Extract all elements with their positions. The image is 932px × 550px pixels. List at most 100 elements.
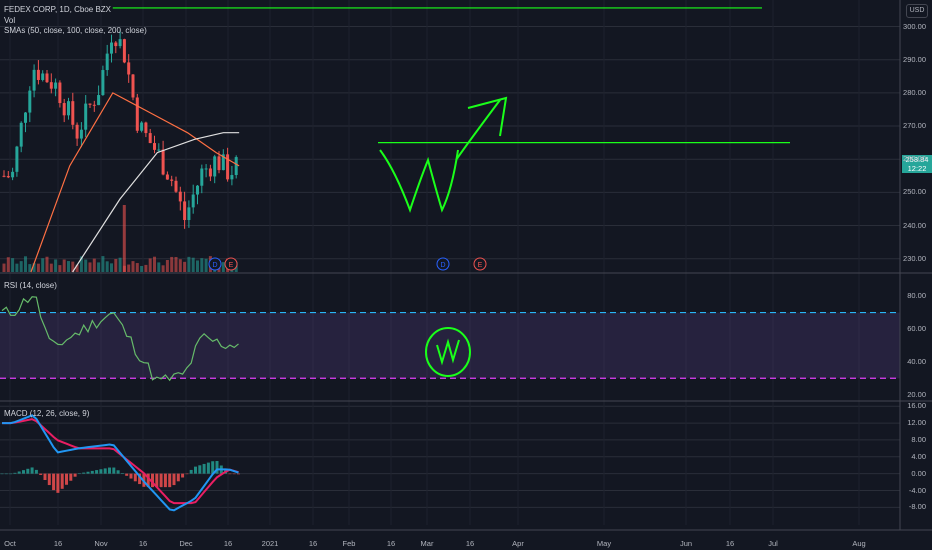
volume-bar: [32, 263, 36, 272]
macd-histogram-bar: [176, 473, 180, 482]
event-marker: D: [436, 257, 450, 271]
date-tick-label: Feb: [342, 539, 356, 548]
event-marker-label: D: [212, 262, 217, 269]
volume-bar: [62, 259, 66, 272]
candle-body: [157, 149, 161, 151]
macd-histogram-bar: [13, 472, 17, 474]
volume-bar: [178, 259, 182, 272]
last-price-tag: 258.84 12:22: [902, 155, 932, 173]
macd-histogram-bar: [116, 470, 120, 474]
volume-bar: [101, 256, 105, 272]
sma-label[interactable]: SMAs (50, close, 100, close, 200, close): [4, 26, 147, 35]
volume-bar: [140, 265, 144, 272]
candle-body: [170, 179, 174, 181]
price-tick-label: 230.00: [903, 253, 926, 263]
date-tick-label: Mar: [420, 539, 434, 548]
panel-dividers: [0, 0, 932, 531]
price-tick-label: 280.00: [903, 87, 926, 97]
candle-body: [187, 207, 191, 221]
date-tick-label: 16: [138, 539, 148, 548]
candle-body: [2, 175, 6, 177]
macd-histogram-bar: [202, 463, 206, 474]
macd-tick-label: 0.00: [911, 468, 926, 478]
macd-tick-label: 4.00: [911, 451, 926, 461]
candle-body: [32, 69, 36, 91]
sma50-line: [30, 92, 240, 273]
candle-body: [208, 168, 212, 177]
macd-histogram-bar: [215, 461, 219, 474]
volume-bar: [183, 261, 187, 272]
macd-histogram-bar: [103, 468, 107, 474]
event-marker-circle: [436, 257, 450, 271]
candle-body: [15, 146, 19, 172]
volume-bar: [148, 258, 152, 272]
candle-body: [36, 69, 40, 80]
volume-bar: [79, 256, 83, 272]
volume-bar: [71, 261, 75, 272]
macd-histogram-bar: [168, 473, 172, 488]
macd-histogram-bar: [65, 473, 68, 485]
volume-bar: [170, 256, 174, 272]
candles: [2, 30, 238, 229]
candle-body: [11, 171, 15, 178]
candle-body: [88, 103, 92, 105]
volume-bars: [2, 205, 238, 272]
macd-histogram-bar: [146, 473, 150, 488]
candle-body: [54, 82, 58, 89]
candle-body: [174, 180, 178, 192]
candle-body: [45, 73, 49, 83]
macd-histogram-bar: [43, 473, 47, 480]
date-tick-label: 2021: [261, 539, 279, 548]
volume-bar: [58, 265, 62, 272]
volume-bar: [221, 262, 225, 272]
volume-bar: [49, 263, 53, 272]
macd-histogram-bar: [206, 462, 210, 474]
macd-histogram-bar: [99, 469, 103, 474]
price-tick-label: 250.00: [903, 187, 926, 197]
macd-label[interactable]: MACD (12, 26, close, 9): [4, 409, 90, 418]
rsi-tick-label: 20.00: [907, 389, 926, 399]
candle-body: [191, 194, 195, 208]
macd-histogram-bar: [237, 473, 240, 475]
w-pattern-annotation: [379, 149, 459, 213]
macd-histogram-bar: [69, 473, 73, 481]
rsi-label[interactable]: RSI (14, close): [4, 281, 57, 290]
event-marker: E: [224, 257, 238, 271]
date-tick-label: Jul: [768, 539, 778, 548]
currency-badge[interactable]: USD: [906, 4, 928, 18]
volume-spike: [122, 205, 126, 272]
candle-body: [71, 101, 75, 125]
breakout-arrow-head: [467, 96, 508, 137]
date-tick-label: Jun: [679, 539, 693, 548]
macd-panel-plot: [0, 414, 240, 512]
macd-histogram-bar: [0, 473, 4, 475]
price-tick-label: 300.00: [903, 21, 926, 31]
macd-histogram-bar: [185, 473, 189, 475]
macd-histogram-bar: [86, 471, 90, 474]
volume-bar: [187, 256, 191, 272]
macd-histogram-bar: [163, 473, 167, 488]
candle-body: [140, 122, 144, 131]
date-tick-label: Aug: [852, 539, 866, 548]
candle-body: [221, 154, 225, 171]
macd-histogram-bar: [112, 467, 116, 474]
symbol-line[interactable]: FEDEX CORP, 1D, Cboe BZX: [4, 5, 111, 14]
macd-histogram-bar: [232, 473, 236, 475]
vol-label[interactable]: Vol: [4, 16, 16, 25]
candle-body: [153, 143, 156, 150]
candle-body: [79, 129, 83, 139]
volume-bar: [144, 264, 148, 272]
candle-body: [178, 191, 182, 202]
volume-bar: [24, 256, 27, 272]
candle-body: [24, 112, 27, 123]
candle-body: [196, 185, 199, 195]
macd-histogram-bar: [194, 466, 197, 474]
volume-bar: [135, 263, 139, 272]
candle-body: [165, 174, 169, 180]
candle-body: [105, 53, 109, 71]
candle-body: [230, 175, 234, 180]
volume-bar: [84, 259, 88, 272]
candle-body: [183, 201, 187, 221]
